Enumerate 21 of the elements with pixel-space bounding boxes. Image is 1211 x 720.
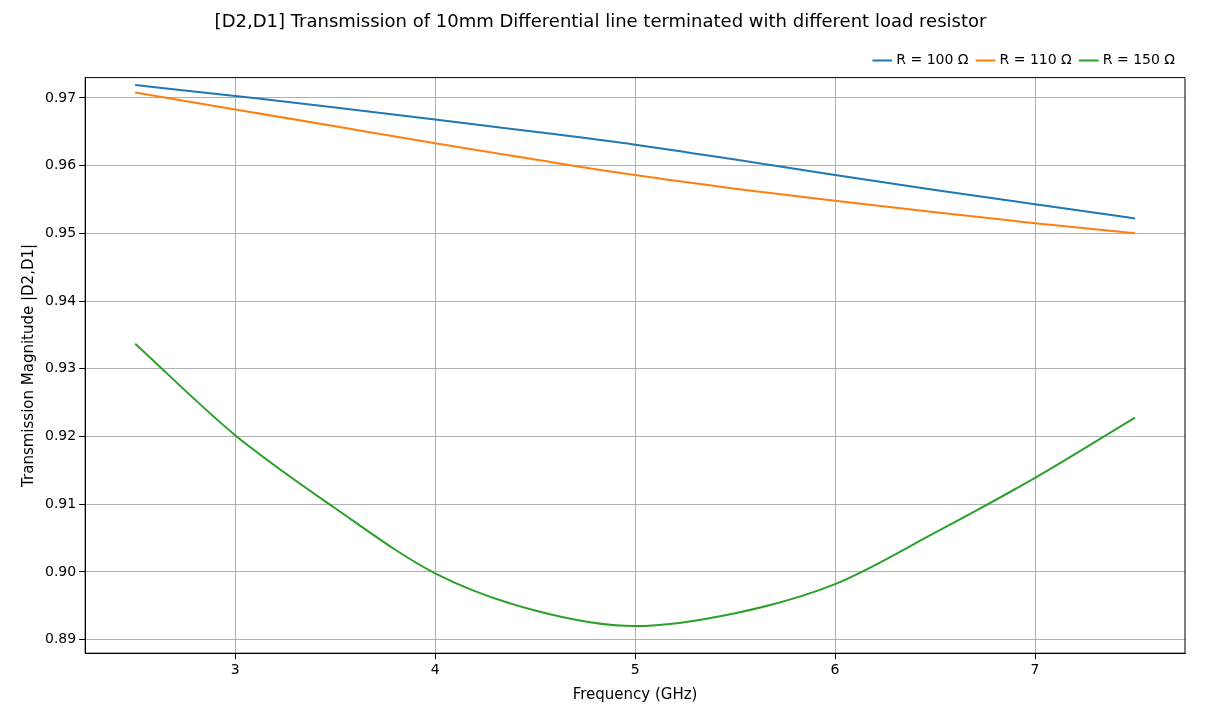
y-tick-label: 0.92 [45,427,77,444]
x-tick-label: 3 [230,661,240,678]
y-tick-label: 0.97 [45,88,77,105]
legend-label: R = 110 Ω [999,51,1073,68]
y-tick-label: 0.96 [45,156,77,173]
x-tick-label: 6 [830,661,840,678]
chart-title: [D2,D1] Transmission of 10mm Differential line terminated with different load resistor [214,10,987,32]
line-series [134,342,1137,628]
legend-label: R = 100 Ω [896,51,969,68]
x-tick-label: 5 [630,661,640,678]
y-tick-label: 0.94 [45,291,77,308]
y-tick-label: 0.90 [45,562,77,579]
legend-label: R = 150 Ω [1102,51,1176,68]
x-tick-label: 7 [1030,661,1040,678]
y-axis-title: Transmission Magnitude |D2,D1| [18,243,37,488]
x-tick-label: 4 [430,661,440,678]
y-tick-label: 0.89 [45,630,77,647]
x-axis-title: Frequency (GHz) [572,684,698,703]
y-tick-label: 0.93 [45,359,77,376]
y-tick-label: 0.91 [45,494,77,511]
y-tick-label: 0.95 [45,223,77,240]
